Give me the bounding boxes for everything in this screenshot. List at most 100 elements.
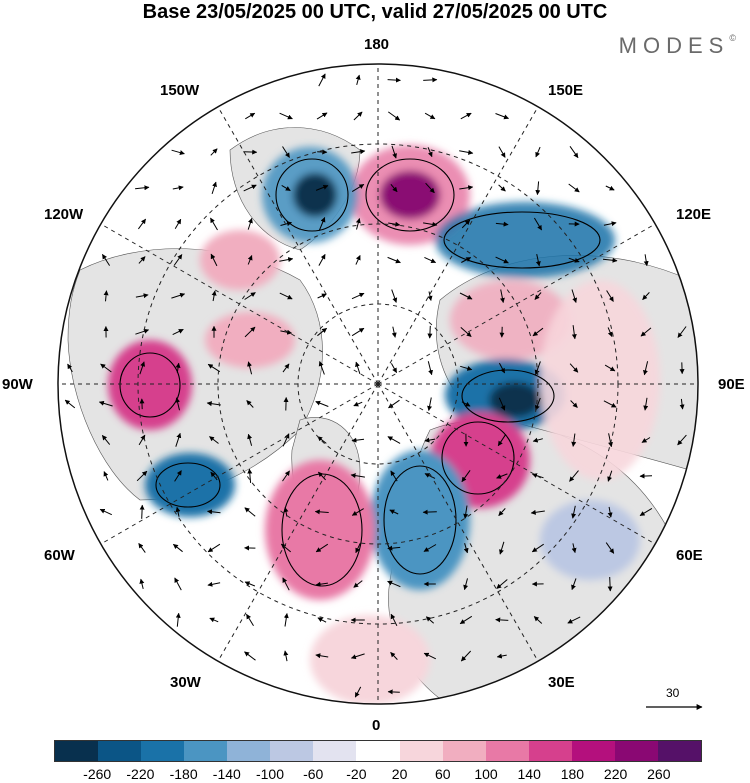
lon-label-120e: 120E xyxy=(676,206,712,223)
colorbar-tick-label: 20 xyxy=(391,766,408,782)
colorbar-cell xyxy=(141,741,185,761)
wind-arrow xyxy=(391,145,397,159)
lon-label-150w: 150W xyxy=(160,82,200,99)
meridian-line xyxy=(91,383,379,550)
wind-arrow xyxy=(459,185,474,191)
colorbar xyxy=(54,740,702,762)
wind-arrow xyxy=(101,435,111,445)
wind-arrow xyxy=(355,218,361,230)
wind-arrow xyxy=(603,221,617,227)
colorbar-cell xyxy=(399,741,443,761)
wind-arrow xyxy=(283,507,289,517)
wind-arrow xyxy=(315,400,329,407)
wind-arrow xyxy=(569,470,579,482)
wind-arrow xyxy=(282,470,290,482)
meridian-line xyxy=(377,218,665,385)
wind-arrow xyxy=(499,289,505,303)
wind-arrow xyxy=(533,217,543,231)
meridian-line xyxy=(377,97,544,385)
wind-arrow xyxy=(495,617,509,623)
wind-arrow xyxy=(139,361,146,375)
lon-label-180: 180 xyxy=(364,36,390,53)
wind-arrow xyxy=(463,578,469,591)
wind-arrow xyxy=(463,543,469,554)
wind-arrow xyxy=(243,184,257,192)
wind-arrow xyxy=(317,327,327,337)
wind-arrow xyxy=(138,434,146,446)
wind-arrow xyxy=(64,399,76,409)
wind-arrow xyxy=(282,146,290,158)
wind-arrow xyxy=(137,218,147,230)
wind-arrow xyxy=(643,254,649,267)
wind-arrow xyxy=(389,509,399,515)
wind-arrow xyxy=(459,149,474,155)
wind-arrow xyxy=(643,397,649,411)
anomaly-pos-5 xyxy=(265,460,375,600)
wind-arrow xyxy=(567,616,581,624)
wind-arrow xyxy=(173,543,183,553)
wind-arrow xyxy=(355,543,361,554)
wind-arrow xyxy=(135,185,150,191)
wind-arrow xyxy=(209,436,219,444)
wind-arrow xyxy=(246,400,254,408)
anomaly-pos-4 xyxy=(540,280,660,480)
wind-arrow xyxy=(174,218,182,229)
wind-arrow xyxy=(423,77,438,83)
wind-arrow xyxy=(318,73,326,87)
wind-arrow xyxy=(280,543,292,553)
wind-arrow xyxy=(351,437,365,443)
colorbar-tick-label: -180 xyxy=(169,766,198,782)
anomaly-neg-2 xyxy=(435,202,615,278)
wind-arrow xyxy=(317,617,327,623)
colorbar-tick-label: 220 xyxy=(603,766,628,782)
wind-arrow xyxy=(498,508,506,516)
wind-arrow xyxy=(605,185,615,191)
wind-arrow xyxy=(207,581,221,587)
wind-arrow xyxy=(427,397,433,411)
wind-arrow xyxy=(350,653,365,660)
lon-label-120w: 120W xyxy=(44,206,84,223)
wind-arrow xyxy=(355,254,361,265)
colorbar-cell xyxy=(528,741,572,761)
lon-label-30w: 30W xyxy=(170,674,201,691)
colorbar-tick-label: -20 xyxy=(346,766,367,782)
wind-arrow xyxy=(353,401,363,407)
wind-arrow xyxy=(427,291,433,301)
wind-arrow xyxy=(607,576,613,592)
wind-arrow xyxy=(210,253,218,267)
wind-arrow xyxy=(139,578,145,590)
wind-arrow xyxy=(642,361,649,376)
wind-arrow xyxy=(211,290,217,302)
wind-arrow xyxy=(460,112,472,120)
wind-arrow xyxy=(498,184,506,192)
wind-arrow xyxy=(461,401,471,407)
wind-arrow xyxy=(498,362,506,374)
wind-arrow xyxy=(318,253,326,266)
wind-arrow xyxy=(639,507,653,517)
wind-arrow xyxy=(171,292,186,299)
wind-arrow xyxy=(423,544,437,552)
wind-arrow xyxy=(351,327,365,337)
wind-arrow xyxy=(135,293,149,299)
chart-title: Base 23/05/2025 00 UTC, valid 27/05/2025… xyxy=(142,1,608,23)
wind-arrow xyxy=(390,183,398,193)
wind-arrow xyxy=(98,400,113,407)
wind-arrow xyxy=(423,221,438,227)
wind-arrow xyxy=(315,184,329,191)
wind-arrow xyxy=(605,542,615,554)
wind-arrow xyxy=(531,543,544,553)
wind-arrow xyxy=(495,256,509,264)
wind-arrow xyxy=(424,112,436,120)
wind-arrow xyxy=(390,470,398,482)
wind-arrow xyxy=(460,327,472,337)
wind-arrow xyxy=(282,433,290,447)
wind-arrow xyxy=(607,506,613,518)
wind-arrow xyxy=(247,255,253,265)
wind-arrow xyxy=(425,182,435,194)
wind-arrow xyxy=(175,362,181,373)
wind-arrow xyxy=(387,77,401,83)
wind-arrow xyxy=(391,326,397,338)
wind-arrow xyxy=(388,111,401,121)
wind-arrow xyxy=(571,543,577,554)
wind-arrow xyxy=(387,436,401,444)
